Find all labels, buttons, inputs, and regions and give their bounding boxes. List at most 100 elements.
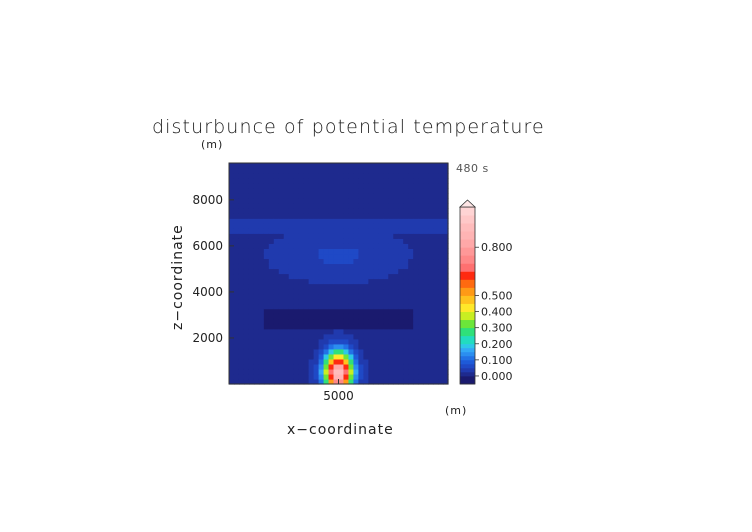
contour-cell bbox=[443, 313, 449, 320]
contour-cell bbox=[393, 233, 399, 239]
contour-cell bbox=[323, 173, 330, 179]
colorbar-segment bbox=[460, 319, 475, 329]
contour-cell bbox=[298, 323, 305, 330]
contour-cell bbox=[338, 248, 345, 255]
contour-cell bbox=[363, 213, 369, 219]
contour-cell bbox=[428, 238, 434, 244]
contour-cell bbox=[343, 348, 350, 355]
contour-cell bbox=[358, 243, 364, 249]
contour-cell bbox=[248, 373, 255, 380]
contour-cell bbox=[318, 268, 325, 275]
contour-cell bbox=[238, 233, 245, 239]
contour-cell bbox=[408, 208, 414, 214]
contour-cell bbox=[358, 248, 364, 255]
contour-cell bbox=[373, 308, 379, 315]
contour-cell bbox=[323, 333, 330, 340]
contour-cell bbox=[268, 238, 275, 244]
contour-cell bbox=[308, 328, 315, 335]
contour-cell bbox=[428, 183, 434, 189]
contour-cell bbox=[423, 223, 429, 229]
contour-cell bbox=[323, 363, 330, 370]
contour-cell bbox=[383, 368, 389, 375]
contour-cell bbox=[233, 198, 240, 204]
colorbar-segment bbox=[460, 271, 475, 280]
contour-cell bbox=[373, 373, 379, 380]
contour-cell bbox=[443, 308, 449, 315]
contour-cell bbox=[253, 293, 260, 300]
contour-cell bbox=[338, 243, 345, 249]
contour-cell bbox=[443, 183, 449, 189]
contour-cell bbox=[258, 348, 265, 355]
contour-cell bbox=[433, 318, 439, 325]
contour-cell bbox=[283, 198, 290, 204]
contour-cell bbox=[408, 223, 414, 229]
contour-cell bbox=[258, 338, 265, 345]
contour-cell bbox=[443, 278, 449, 285]
contour-cell bbox=[298, 313, 305, 320]
contour-cell bbox=[368, 278, 374, 285]
contour-cell bbox=[393, 173, 399, 179]
contour-cell bbox=[229, 308, 235, 315]
contour-cell bbox=[348, 278, 355, 285]
contour-cell bbox=[428, 213, 434, 219]
contour-cell bbox=[443, 273, 449, 280]
contour-cell bbox=[398, 213, 404, 219]
contour-cell bbox=[358, 323, 364, 330]
contour-cell bbox=[278, 318, 285, 325]
contour-cell bbox=[383, 278, 389, 285]
contour-cell bbox=[313, 173, 320, 179]
contour-cell bbox=[408, 243, 414, 249]
contour-cell bbox=[298, 273, 305, 280]
contour-cell bbox=[293, 283, 300, 290]
contour-cell bbox=[418, 268, 424, 275]
contour-cell bbox=[428, 353, 434, 360]
contour-cell bbox=[258, 363, 265, 370]
contour-cell bbox=[418, 288, 424, 295]
contour-cell bbox=[358, 318, 364, 325]
contour-cell bbox=[428, 188, 434, 194]
contour-cell bbox=[438, 303, 444, 310]
contour-cell bbox=[318, 248, 325, 255]
contour-cell bbox=[413, 223, 419, 229]
contour-cell bbox=[348, 178, 355, 184]
contour-cell bbox=[423, 378, 429, 385]
colorbar-segment bbox=[460, 367, 475, 373]
contour-cell bbox=[353, 273, 360, 280]
contour-cell bbox=[358, 348, 364, 355]
contour-cell bbox=[298, 168, 305, 174]
contour-cell bbox=[443, 358, 449, 365]
contour-cell bbox=[388, 183, 394, 189]
contour-cell bbox=[318, 343, 325, 350]
contour-cell bbox=[353, 373, 360, 380]
contour-cell bbox=[408, 178, 414, 184]
contour-cell bbox=[298, 203, 305, 209]
contour-cell bbox=[238, 198, 245, 204]
contour-cell bbox=[303, 343, 310, 350]
contour-cell bbox=[363, 298, 369, 305]
contour-cell bbox=[403, 218, 409, 224]
contour-cell bbox=[443, 198, 449, 204]
contour-cell bbox=[383, 378, 389, 385]
contour-cell bbox=[258, 163, 265, 169]
contour-cell bbox=[268, 268, 275, 275]
contour-cell bbox=[288, 273, 295, 280]
contour-cell bbox=[328, 378, 335, 385]
contour-cell bbox=[413, 328, 419, 335]
contour-cell bbox=[403, 318, 409, 325]
contour-cell bbox=[293, 298, 300, 305]
contour-cell bbox=[378, 293, 384, 300]
contour-cell bbox=[363, 378, 369, 385]
contour-cell bbox=[428, 248, 434, 255]
contour-cell bbox=[313, 313, 320, 320]
contour-cell bbox=[253, 323, 260, 330]
contour-cell bbox=[278, 193, 285, 199]
contour-cell bbox=[398, 298, 404, 305]
contour-cell bbox=[388, 378, 394, 385]
contour-cell bbox=[408, 238, 414, 244]
contour-cell bbox=[393, 248, 399, 255]
contour-cell bbox=[229, 188, 235, 194]
contour-cell bbox=[313, 353, 320, 360]
contour-cell bbox=[253, 278, 260, 285]
contour-cell bbox=[328, 193, 335, 199]
contour-cell bbox=[438, 348, 444, 355]
